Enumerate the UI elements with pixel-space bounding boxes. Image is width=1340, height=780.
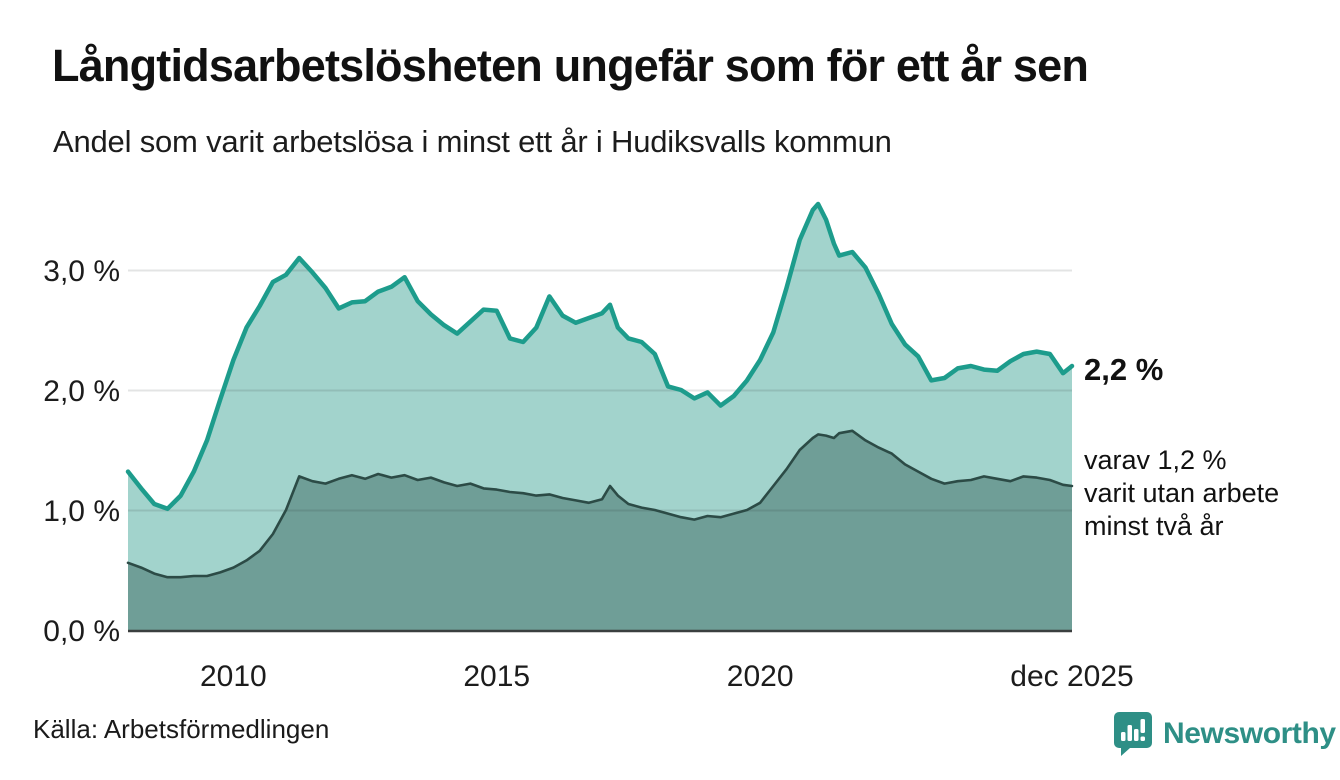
y-tick-label: 2,0 % [43, 375, 120, 408]
end-value-label: 2,2 % [1084, 352, 1164, 387]
area-two-years-fill [128, 430, 1072, 630]
y-tick-label: 0,0 % [43, 615, 120, 648]
x-tick-label: 2015 [463, 660, 530, 693]
x-tick-label: dec 2025 [1010, 660, 1133, 693]
source-attribution: Källa: Arbetsförmedlingen [33, 714, 330, 744]
end-note-annotation: varav 1,2 % varit utan arbete minst två … [1084, 445, 1280, 541]
page-title: Långtidsarbetslösheten ungefär som för e… [52, 40, 1089, 91]
total-line [125, 201, 1075, 512]
newsworthy-brand: Newsworthy [1112, 710, 1336, 757]
y-tick-label: 1,0 % [43, 495, 120, 528]
bar-chart-speech-bubble-icon [1114, 712, 1152, 756]
newsworthy-logotype: Newsworthy [1163, 716, 1336, 750]
x-tick-label: 2010 [200, 660, 267, 693]
x-tick-label: 2020 [727, 660, 794, 693]
two-years-line [126, 429, 1074, 579]
chart-subtitle: Andel som varit arbetslösa i minst ett å… [53, 124, 892, 159]
y-tick-label: 3,0 % [43, 255, 120, 288]
